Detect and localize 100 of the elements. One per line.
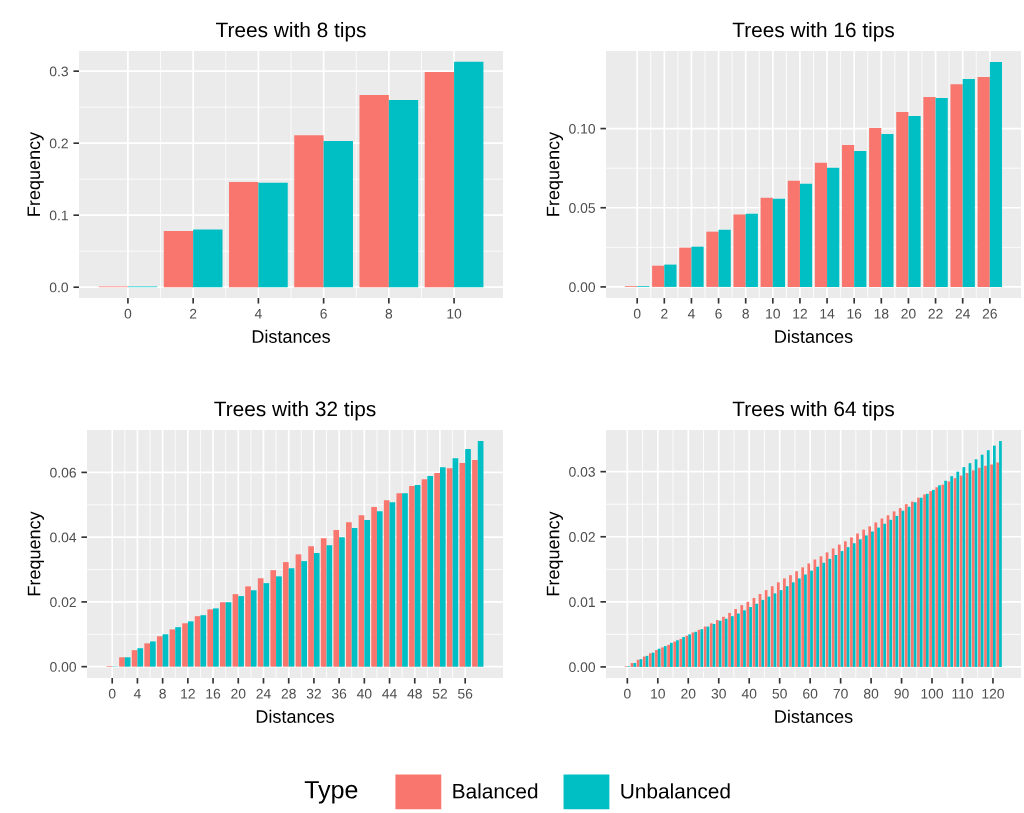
- bar: [956, 471, 960, 667]
- x-tick-label: 8: [159, 688, 166, 699]
- x-tick-label: 44: [382, 688, 397, 699]
- x-tick-label: 10: [651, 688, 665, 699]
- x-tick-label: 60: [803, 688, 818, 699]
- bar: [749, 607, 752, 667]
- x-tick-label: 12: [181, 688, 195, 699]
- bar: [977, 76, 990, 287]
- bar: [746, 601, 750, 667]
- bar: [852, 543, 856, 667]
- bar: [881, 133, 894, 287]
- bar: [807, 563, 811, 667]
- bar: [131, 650, 138, 667]
- x-tick-label: 2: [661, 308, 668, 319]
- y-axis-title: Frequency: [27, 131, 44, 216]
- bar: [783, 578, 786, 667]
- bar: [396, 493, 403, 667]
- x-tick-label: 120: [982, 688, 1005, 699]
- legend-label: Balanced: [453, 783, 538, 799]
- bar: [728, 612, 731, 667]
- x-tick-label: 70: [833, 688, 848, 699]
- bar: [850, 537, 853, 667]
- bar: [858, 539, 862, 667]
- x-tick-label: 24: [256, 688, 271, 699]
- y-tick-label: 0.03: [569, 466, 595, 477]
- bar: [864, 535, 868, 667]
- bar: [163, 231, 194, 288]
- bar: [923, 96, 936, 287]
- bar: [187, 621, 194, 667]
- x-tick-label: 4: [254, 308, 262, 319]
- x-tick-label: 40: [741, 688, 757, 699]
- bar: [137, 648, 144, 667]
- y-tick-label: 0.06: [50, 467, 76, 478]
- bar: [999, 441, 1002, 667]
- y-axis-title: Frequency: [27, 511, 44, 596]
- bar: [767, 596, 771, 667]
- bar: [889, 519, 893, 667]
- bar: [434, 473, 440, 667]
- x-axis-title: Distances: [252, 329, 330, 343]
- legend-title: Type: [304, 781, 358, 804]
- bar: [874, 522, 878, 667]
- y-tick-label: 0.02: [569, 532, 595, 542]
- bar: [213, 608, 219, 667]
- x-tick-label: 16: [847, 308, 862, 319]
- x-tick-label: 28: [281, 688, 296, 699]
- x-tick-label: 12: [793, 308, 807, 319]
- y-axis-title: Frequency: [546, 131, 563, 216]
- y-tick-label: 0.1: [49, 210, 68, 221]
- y-axis-title: Frequency: [546, 511, 563, 596]
- x-tick-label: 30: [711, 688, 726, 699]
- x-tick-label: 20: [901, 308, 916, 319]
- y-tick-label: 0.04: [50, 532, 77, 543]
- bar: [797, 578, 801, 667]
- bar: [770, 586, 774, 667]
- y-tick-label: 0.01: [569, 597, 595, 608]
- bar: [813, 559, 817, 667]
- x-axis-title: Distances: [775, 329, 853, 343]
- bar: [323, 141, 353, 288]
- bar: [308, 546, 314, 667]
- x-tick-label: 10: [447, 308, 462, 319]
- bar: [283, 562, 289, 667]
- bar: [465, 449, 471, 667]
- x-tick-label: 8: [385, 308, 393, 319]
- bar: [320, 538, 327, 667]
- x-tick-label: 4: [133, 688, 141, 699]
- bar: [804, 574, 807, 667]
- x-tick-label: 18: [874, 308, 889, 319]
- bar: [989, 62, 1003, 287]
- bar: [787, 180, 800, 287]
- bar: [250, 590, 257, 667]
- bar: [877, 527, 880, 667]
- bar: [990, 464, 993, 667]
- bar: [706, 231, 719, 287]
- x-tick-label: 8: [742, 308, 749, 319]
- x-tick-label: 48: [407, 688, 422, 699]
- bar: [388, 99, 419, 288]
- bar: [124, 657, 131, 667]
- bar: [761, 599, 765, 667]
- bar: [984, 465, 987, 667]
- chart-title: Trees with 8 tips: [216, 22, 366, 42]
- x-tick-label: 32: [306, 688, 321, 699]
- bar: [691, 246, 704, 287]
- x-tick-label: 0: [124, 308, 132, 319]
- bar: [785, 586, 789, 667]
- bar: [908, 115, 921, 287]
- bar: [207, 609, 214, 667]
- x-tick-label: 36: [331, 688, 347, 699]
- bar: [896, 111, 909, 287]
- x-tick-label: 26: [982, 308, 997, 319]
- bar: [810, 570, 813, 667]
- bar: [737, 613, 740, 667]
- legend-label: Unbalanced: [621, 783, 730, 799]
- chart-title: Trees with 64 tips: [732, 401, 894, 421]
- bar: [652, 265, 665, 287]
- bar: [245, 586, 251, 667]
- bar: [862, 529, 865, 667]
- bar: [971, 470, 975, 667]
- bar: [359, 94, 389, 288]
- bar: [841, 144, 855, 287]
- x-tick-label: 80: [863, 688, 879, 699]
